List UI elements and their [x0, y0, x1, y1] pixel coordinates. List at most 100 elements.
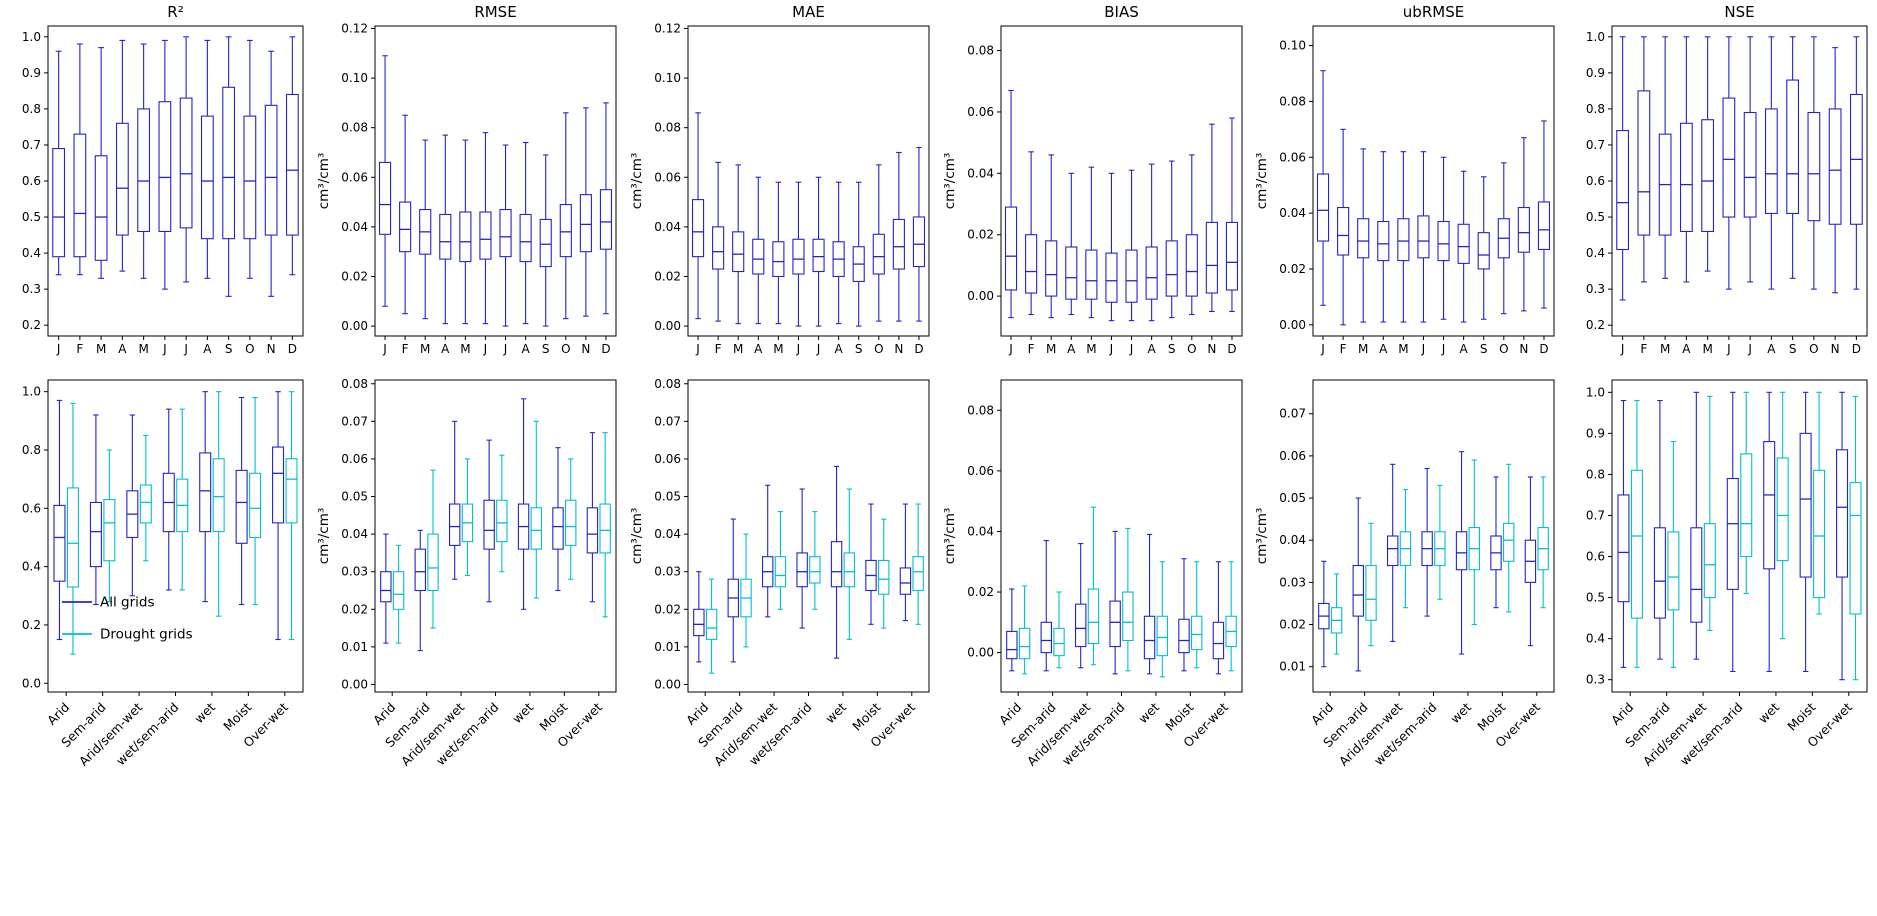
panel-r2-zones: 0.0 0.2 0.4 0.6 0.8 1.0 Arid Sem-arid Arid/sem-w…: [0, 366, 313, 916]
svg-text:0.08: 0.08: [654, 121, 681, 135]
svg-text:0.6: 0.6: [22, 174, 41, 188]
svg-text:0.04: 0.04: [654, 527, 681, 541]
svg-text:0.2: 0.2: [22, 618, 41, 632]
svg-text:Arid: Arid: [995, 700, 1023, 728]
svg-text:0.00: 0.00: [1280, 318, 1307, 332]
svg-text:0.03: 0.03: [341, 565, 368, 579]
svg-text:wet: wet: [191, 699, 218, 726]
svg-text:cm³/cm³: cm³/cm³: [316, 153, 332, 210]
panel-r2-monthly: R² 0.2 0.3 0.4 0.5 0.6 0.7 0.8 0.9 1.0 J F M A M J J A S O N…: [0, 0, 313, 366]
svg-text:0.10: 0.10: [654, 71, 681, 85]
panel-bias-monthly: BIAS cm³/cm³ 0.00 0.02 0.04 0.06 0.08 J F M A M J J A S…: [939, 0, 1252, 366]
svg-text:A: A: [754, 342, 763, 356]
svg-text:J: J: [1620, 342, 1625, 356]
svg-text:O: O: [561, 342, 570, 356]
svg-text:O: O: [874, 342, 883, 356]
svg-text:A: A: [118, 342, 127, 356]
svg-text:0.9: 0.9: [22, 66, 41, 80]
svg-text:0.06: 0.06: [654, 452, 681, 466]
svg-text:0.03: 0.03: [1280, 575, 1307, 589]
svg-text:0.00: 0.00: [654, 319, 681, 333]
svg-text:D: D: [1227, 342, 1236, 356]
svg-text:R²: R²: [167, 3, 183, 21]
svg-text:A: A: [1460, 342, 1469, 356]
svg-text:D: D: [914, 342, 923, 356]
svg-text:J: J: [695, 342, 700, 356]
svg-text:1.0: 1.0: [1586, 385, 1605, 399]
svg-text:A: A: [1682, 342, 1691, 356]
svg-text:cm³/cm³: cm³/cm³: [629, 508, 645, 565]
svg-text:BIAS: BIAS: [1104, 3, 1139, 21]
svg-text:0.06: 0.06: [654, 170, 681, 184]
svg-text:0.9: 0.9: [1586, 66, 1605, 80]
svg-text:M: M: [1660, 342, 1670, 356]
svg-text:Arid/sem-wet: Arid/sem-wet: [76, 699, 145, 768]
svg-text:0.02: 0.02: [1280, 262, 1307, 276]
svg-text:M: M: [420, 342, 430, 356]
panel-nse-zones: 0.3 0.4 0.5 0.6 0.7 0.8 0.9 1.0 Arid Sem-arid Arid…: [1564, 366, 1877, 916]
panel-ubrmse-zones: cm³/cm³ 0.01 0.02 0.03 0.04 0.05 0.06 0.07 Arid S…: [1251, 366, 1564, 916]
svg-text:O: O: [1187, 342, 1196, 356]
svg-text:0.7: 0.7: [1586, 508, 1605, 522]
svg-text:J: J: [1008, 342, 1013, 356]
svg-text:F: F: [76, 342, 83, 356]
svg-text:0.05: 0.05: [654, 490, 681, 504]
svg-text:M: M: [1358, 342, 1368, 356]
svg-text:S: S: [1167, 342, 1175, 356]
svg-text:0.08: 0.08: [341, 121, 368, 135]
svg-text:0.6: 0.6: [1586, 550, 1605, 564]
svg-text:M: M: [773, 342, 783, 356]
svg-text:0.04: 0.04: [1280, 533, 1307, 547]
svg-text:J: J: [503, 342, 508, 356]
svg-text:0.08: 0.08: [654, 377, 681, 391]
svg-text:A: A: [1380, 342, 1389, 356]
svg-text:1.0: 1.0: [22, 30, 41, 44]
svg-text:0.7: 0.7: [22, 138, 41, 152]
svg-text:wet: wet: [1755, 699, 1782, 726]
svg-text:F: F: [402, 342, 409, 356]
svg-text:A: A: [203, 342, 212, 356]
svg-text:D: D: [1540, 342, 1549, 356]
svg-text:Arid: Arid: [683, 700, 711, 728]
svg-text:0.2: 0.2: [22, 318, 41, 332]
svg-text:A: A: [1767, 342, 1776, 356]
svg-text:O: O: [245, 342, 254, 356]
svg-text:cm³/cm³: cm³/cm³: [1254, 153, 1270, 210]
svg-text:J: J: [1726, 342, 1731, 356]
svg-text:1.0: 1.0: [22, 385, 41, 399]
svg-text:J: J: [56, 342, 61, 356]
svg-text:0.07: 0.07: [341, 414, 368, 428]
svg-text:0.06: 0.06: [967, 464, 994, 478]
svg-text:J: J: [1108, 342, 1113, 356]
svg-text:0.01: 0.01: [654, 640, 681, 654]
svg-text:0.06: 0.06: [967, 105, 994, 119]
svg-text:0.6: 0.6: [1586, 174, 1605, 188]
panel-mae-zones: cm³/cm³ 0.00 0.01 0.02 0.03 0.04 0.05 0.06 0.07 0…: [626, 366, 939, 916]
svg-text:0.02: 0.02: [341, 602, 368, 616]
svg-text:F: F: [1027, 342, 1034, 356]
svg-text:J: J: [1321, 342, 1326, 356]
svg-text:0.04: 0.04: [341, 527, 368, 541]
svg-text:wet: wet: [509, 699, 536, 726]
svg-text:0.8: 0.8: [1586, 467, 1605, 481]
svg-text:wet: wet: [1135, 699, 1162, 726]
svg-text:M: M: [1046, 342, 1056, 356]
svg-text:J: J: [162, 342, 167, 356]
svg-text:Arid: Arid: [44, 700, 72, 728]
svg-text:Arid: Arid: [370, 700, 398, 728]
svg-text:M: M: [1703, 342, 1713, 356]
svg-text:M: M: [96, 342, 106, 356]
svg-text:0.5: 0.5: [1586, 210, 1605, 224]
svg-text:1.0: 1.0: [1586, 30, 1605, 44]
svg-text:J: J: [1128, 342, 1133, 356]
svg-text:S: S: [225, 342, 233, 356]
svg-text:A: A: [834, 342, 843, 356]
svg-text:0.03: 0.03: [654, 565, 681, 579]
svg-text:Moist: Moist: [220, 699, 254, 733]
svg-text:N: N: [581, 342, 590, 356]
svg-text:0.02: 0.02: [654, 269, 681, 283]
svg-text:0.8: 0.8: [1586, 102, 1605, 116]
svg-text:0.02: 0.02: [967, 585, 994, 599]
panel-bias-zones: cm³/cm³ 0.00 0.02 0.04 0.06 0.08 Arid Sem-arid A…: [939, 366, 1252, 916]
svg-text:0.9: 0.9: [1586, 426, 1605, 440]
